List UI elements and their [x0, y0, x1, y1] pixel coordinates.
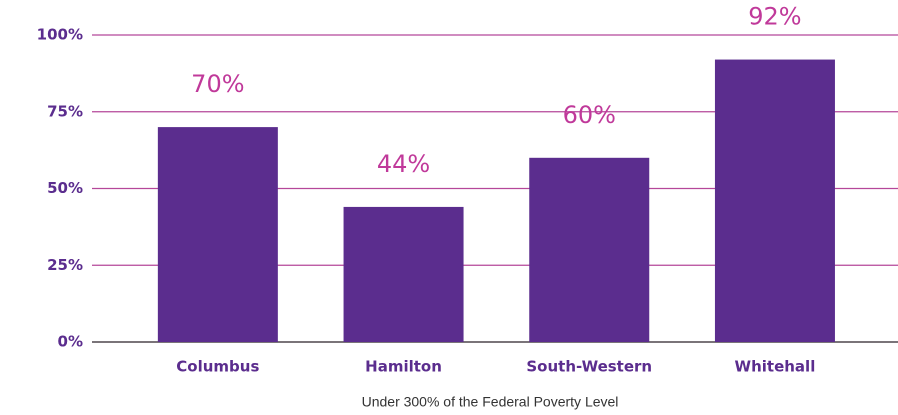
bar [343, 206, 464, 342]
value-label: 60% [563, 101, 616, 129]
value-label: 44% [377, 150, 430, 178]
bar [529, 157, 650, 342]
value-label: 70% [191, 70, 244, 98]
y-tick-label: 50% [47, 179, 83, 197]
value-label: 92% [748, 3, 801, 31]
y-tick-label: 0% [58, 333, 83, 351]
bar [157, 127, 278, 342]
x-tick-label: South-Western [526, 358, 652, 376]
x-axis-label: Under 300% of the Federal Poverty Level [362, 394, 619, 410]
y-tick-label: 25% [47, 256, 83, 274]
x-tick-label: Whitehall [735, 358, 816, 376]
x-tick-label: Hamilton [365, 358, 442, 376]
y-tick-label: 75% [47, 102, 83, 120]
x-tick-label: Columbus [176, 358, 259, 376]
y-tick-label: 100% [37, 26, 83, 44]
bar [714, 59, 835, 343]
